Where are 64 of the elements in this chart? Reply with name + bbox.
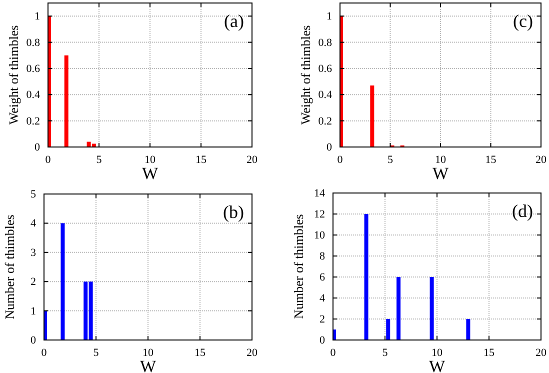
y-axis-title: Weight of thimbles (6, 25, 21, 125)
y-tick-label: 0.6 (318, 62, 332, 75)
x-tick-label: 15 (485, 154, 497, 166)
y-tick-label: 6 (320, 272, 326, 284)
y-tick-label: 12 (314, 208, 325, 221)
y-tick-label: 0.2 (26, 115, 40, 128)
x-tick-label: 10 (142, 346, 154, 359)
annotation: (a) (224, 11, 244, 31)
y-tick-label: 0.4 (318, 89, 332, 102)
x-tick-label: 0 (337, 154, 344, 166)
y-tick-label: 1 (34, 10, 40, 23)
x-tick-label: 15 (484, 346, 495, 359)
x-tick-label: 20 (246, 346, 258, 359)
y-tick-label: 4 (30, 218, 36, 230)
x-tick-label: 0 (45, 154, 52, 166)
y-tick-label: 8 (320, 250, 326, 263)
y-tick-label: 2 (320, 314, 325, 326)
x-axis-title: W (140, 357, 157, 373)
y-tick-label: 1 (326, 10, 332, 23)
y-tick-label: 4 (320, 292, 326, 305)
y-tick-label: 0 (326, 142, 332, 154)
x-axis-title: W (142, 164, 159, 183)
x-tick-label: 10 (144, 154, 156, 166)
y-tick-label: 2 (30, 276, 36, 288)
y-tick-label: 5 (30, 188, 36, 201)
y-tick-label: 0.8 (26, 36, 40, 49)
x-tick-label: 5 (382, 346, 388, 359)
bar (60, 223, 65, 340)
x-tick-label: 15 (194, 346, 206, 359)
x-tick-label: 10 (435, 154, 446, 166)
y-tick-label: 0 (30, 334, 36, 347)
x-tick-label: 20 (536, 154, 547, 166)
x-tick-label: 10 (432, 346, 443, 359)
x-tick-label: 15 (196, 154, 207, 166)
x-tick-label: 5 (93, 346, 100, 359)
y-axis-title: Weight of thimbles (298, 25, 313, 125)
x-tick-label: 5 (388, 154, 394, 166)
y-tick-label: 0.6 (26, 62, 40, 75)
annotation: (d) (512, 201, 533, 221)
bar (364, 214, 368, 340)
y-tick-label: 0.2 (318, 115, 332, 128)
bar (370, 85, 374, 147)
x-axis-title: W (432, 164, 450, 183)
bar (430, 277, 434, 340)
bar (396, 277, 401, 340)
x-axis-title: W (428, 357, 446, 373)
x-tick-label: 5 (96, 154, 102, 166)
y-tick-label: 14 (314, 188, 326, 200)
x-tick-label: 20 (246, 154, 258, 166)
bar (386, 319, 390, 340)
y-tick-label: 0.4 (26, 89, 40, 102)
bar (64, 55, 68, 147)
y-tick-label: 1 (30, 305, 36, 318)
x-tick-label: 20 (536, 346, 547, 359)
y-axis-title: Number of thimbles (2, 214, 17, 320)
y-tick-label: 10 (314, 230, 326, 242)
y-tick-label: 3 (30, 246, 36, 259)
y-tick-label: 0 (34, 142, 40, 154)
annotation: (b) (223, 202, 244, 222)
annotation: (c) (513, 11, 533, 31)
y-tick-label: 0 (320, 334, 326, 347)
y-tick-label: 0.8 (318, 36, 332, 49)
y-axis-title: Number of thimbles (291, 214, 306, 319)
bar (466, 319, 470, 340)
